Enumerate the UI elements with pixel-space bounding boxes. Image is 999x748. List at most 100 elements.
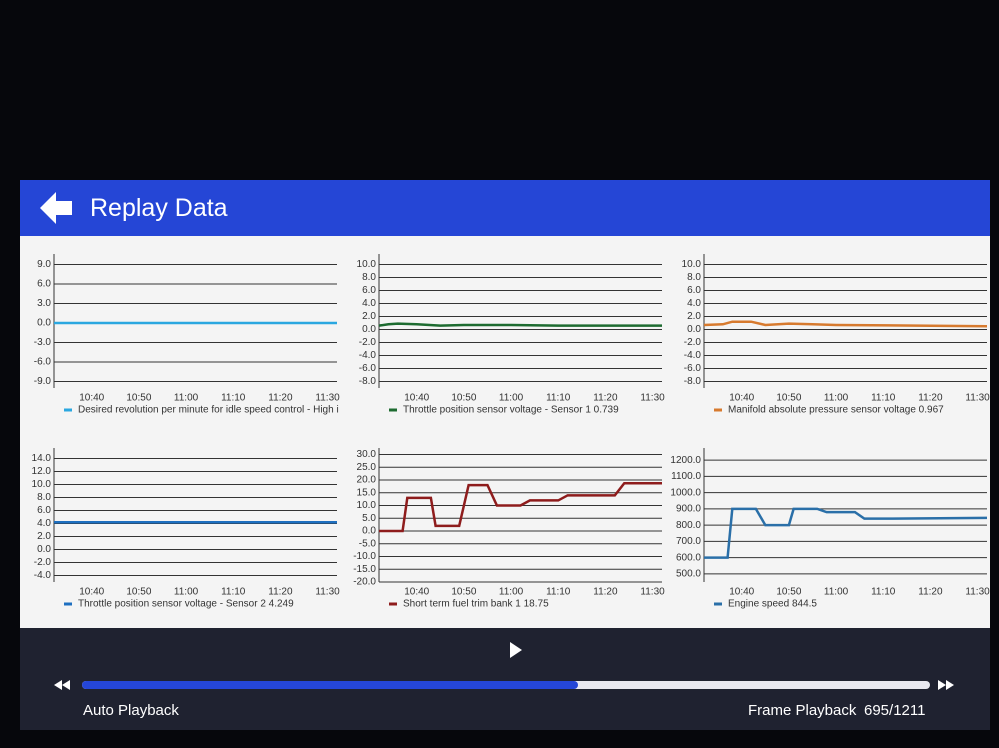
y-tick-label: 6.0 xyxy=(687,285,701,296)
y-tick-label: 0.0 xyxy=(362,324,376,335)
x-tick-label: 11:10 xyxy=(221,393,246,404)
x-tick-label: 11:00 xyxy=(824,393,849,404)
x-tick-label: 10:50 xyxy=(776,587,801,598)
y-tick-label: -2.0 xyxy=(684,337,702,348)
x-tick-label: 11:20 xyxy=(593,587,618,598)
y-tick-label: 25.0 xyxy=(357,462,377,473)
x-tick-label: 11:20 xyxy=(918,587,943,598)
y-tick-label: 4.0 xyxy=(687,298,701,309)
playback-bar: Auto Playback Frame Playback 695/1211 xyxy=(20,628,990,730)
header: Replay Data xyxy=(20,180,990,236)
y-tick-label: 20.0 xyxy=(357,475,377,486)
y-tick-label: -2.0 xyxy=(359,337,377,348)
y-tick-label: 0.0 xyxy=(37,318,51,329)
y-tick-label: 6.0 xyxy=(37,279,51,290)
y-tick-label: 3.0 xyxy=(37,298,51,309)
y-tick-label: 800.0 xyxy=(676,520,701,531)
y-tick-label: 500.0 xyxy=(676,569,701,580)
x-tick-label: 10:40 xyxy=(79,393,104,404)
y-tick-label: -2.0 xyxy=(34,557,52,568)
y-tick-label: 10.0 xyxy=(357,259,377,270)
screen: Replay Data 9.0 6.0 3.0 0.0 -3.0 -6.0 -9.0 10:4… xyxy=(20,180,990,730)
y-tick-label: 0.0 xyxy=(362,526,376,537)
x-tick-label: 11:00 xyxy=(824,587,849,598)
y-tick-label: -4.0 xyxy=(359,350,377,361)
legend-label: Engine speed 844.5 xyxy=(728,599,817,610)
x-tick-label: 10:40 xyxy=(729,587,754,598)
x-tick-label: 11:10 xyxy=(871,587,896,598)
legend-label: Manifold absolute pressure sensor voltag… xyxy=(728,405,944,416)
x-tick-label: 11:30 xyxy=(640,587,665,598)
frame-playback[interactable]: Frame Playback xyxy=(748,702,857,719)
y-tick-label: 1000.0 xyxy=(670,487,701,498)
y-tick-label: 14.0 xyxy=(32,453,52,464)
x-tick-label: 11:10 xyxy=(221,587,246,598)
y-tick-label: 0.0 xyxy=(37,544,51,555)
x-tick-label: 10:50 xyxy=(451,587,476,598)
x-tick-label: 11:10 xyxy=(546,587,571,598)
legend-label: Throttle position sensor voltage - Senso… xyxy=(403,405,619,416)
x-tick-label: 11:00 xyxy=(499,587,524,598)
x-tick-label: 11:10 xyxy=(546,393,571,404)
y-tick-label: 30.0 xyxy=(357,449,377,460)
x-tick-label: 10:50 xyxy=(126,393,151,404)
x-tick-label: 11:00 xyxy=(499,393,524,404)
x-tick-label: 11:10 xyxy=(871,393,896,404)
charts: 9.0 6.0 3.0 0.0 -3.0 -6.0 -9.0 10:40 10:50 11:00 1… xyxy=(20,236,990,628)
back-button[interactable] xyxy=(34,180,84,236)
y-tick-label: 8.0 xyxy=(362,272,376,283)
x-tick-label: 10:40 xyxy=(404,393,429,404)
y-tick-label: 700.0 xyxy=(676,536,701,547)
y-tick-label: 0.0 xyxy=(687,324,701,335)
x-tick-label: 11:30 xyxy=(315,393,340,404)
x-tick-label: 10:50 xyxy=(451,393,476,404)
y-tick-label: -6.0 xyxy=(684,363,702,374)
x-tick-label: 11:30 xyxy=(315,587,340,598)
y-tick-label: 9.0 xyxy=(37,259,51,270)
progress-fill xyxy=(82,681,578,689)
series-line xyxy=(378,322,662,327)
y-tick-label: -15.0 xyxy=(353,564,376,575)
y-tick-label: 2.0 xyxy=(37,531,51,542)
auto-playback[interactable]: Auto Playback xyxy=(83,702,179,719)
y-tick-label: 10.0 xyxy=(682,259,702,270)
x-tick-label: 10:50 xyxy=(126,587,151,598)
y-tick-label: -9.0 xyxy=(34,376,52,387)
y-tick-label: 12.0 xyxy=(32,466,52,477)
y-tick-label: -4.0 xyxy=(34,570,52,581)
legend-label: Short term fuel trim bank 1 18.75 xyxy=(403,599,549,610)
y-tick-label: 2.0 xyxy=(362,311,376,322)
x-tick-label: 11:20 xyxy=(593,393,618,404)
y-tick-label: 6.0 xyxy=(362,285,376,296)
forward-button[interactable] xyxy=(938,680,946,690)
x-tick-label: 11:30 xyxy=(965,393,990,404)
y-tick-label: -8.0 xyxy=(684,376,702,387)
y-tick-label: 600.0 xyxy=(676,552,701,563)
y-tick-label: 2.0 xyxy=(687,311,701,322)
legend-label: Throttle position sensor voltage - Senso… xyxy=(78,599,294,610)
x-tick-label: 10:40 xyxy=(79,587,104,598)
x-tick-label: 11:00 xyxy=(174,587,199,598)
y-tick-label: 15.0 xyxy=(357,487,377,498)
x-tick-label: 11:00 xyxy=(174,393,199,404)
y-tick-label: 4.0 xyxy=(362,298,376,309)
y-tick-label: 10.0 xyxy=(32,479,52,490)
y-tick-label: 6.0 xyxy=(37,505,51,516)
y-tick-label: 5.0 xyxy=(362,513,376,524)
series-line xyxy=(379,481,662,533)
play-button[interactable] xyxy=(510,642,522,658)
x-tick-label: 11:20 xyxy=(918,393,943,404)
page-title: Replay Data xyxy=(90,194,228,222)
y-tick-label: -5.0 xyxy=(359,538,377,549)
y-tick-label: -10.0 xyxy=(353,551,376,562)
y-tick-label: -4.0 xyxy=(684,350,702,361)
y-tick-label: 900.0 xyxy=(676,504,701,515)
rewind-button[interactable] xyxy=(62,680,70,690)
x-tick-label: 10:50 xyxy=(776,393,801,404)
y-tick-label: 10.0 xyxy=(357,500,377,511)
x-tick-label: 11:20 xyxy=(268,587,293,598)
legend-label: Desired revolution per minute for idle s… xyxy=(78,405,339,416)
y-tick-label: 4.0 xyxy=(37,518,51,529)
y-tick-label: -20.0 xyxy=(353,577,376,588)
